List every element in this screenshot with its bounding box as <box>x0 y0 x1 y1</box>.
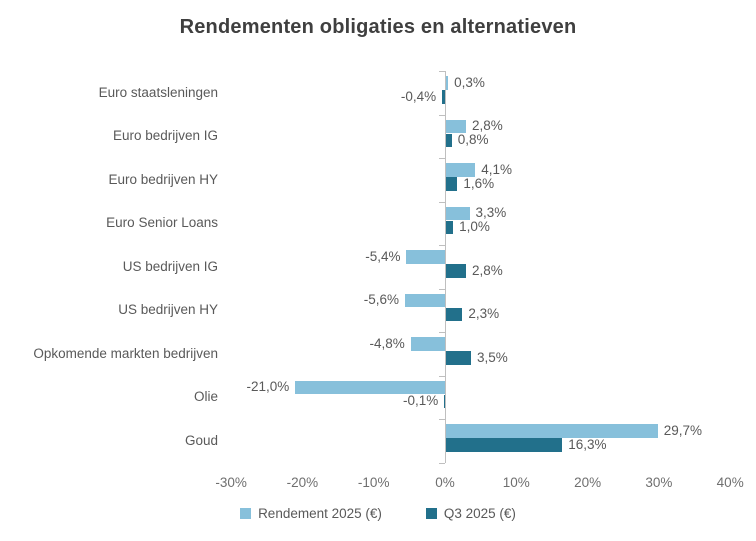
bar-rendement-2025 <box>446 424 658 438</box>
bar-rendement-2025 <box>446 76 449 90</box>
legend: Rendement 2025 (€) Q3 2025 (€) <box>0 506 756 521</box>
value-label: 2,3% <box>468 306 500 322</box>
y-axis-tick <box>439 375 445 377</box>
value-label: -0,4% <box>400 88 437 104</box>
y-axis-tick <box>439 201 445 203</box>
y-axis-tick <box>439 71 445 72</box>
bar-q3-2025 <box>446 133 452 147</box>
y-axis-tick <box>439 158 445 159</box>
y-axis-tick <box>439 419 445 420</box>
value-label: -5,4% <box>365 248 401 264</box>
legend-swatch-rendement-2025 <box>240 508 252 519</box>
bar-rendement-2025 <box>446 206 470 220</box>
category-label: Opkomende markten bedrijven <box>33 345 218 361</box>
bar-rendement-2025 <box>410 337 445 351</box>
value-label: -21,0% <box>246 379 290 395</box>
x-axis-tick-label: 40% <box>716 474 744 490</box>
bar-q3-2025 <box>446 351 471 365</box>
bar-q3-2025 <box>446 177 458 191</box>
bar-rendement-2025 <box>446 119 466 133</box>
bar-q3-2025 <box>446 307 463 321</box>
category-label: Goud <box>184 432 218 448</box>
y-axis-tick <box>439 114 445 116</box>
category-label: US bedrijven HY <box>118 302 218 318</box>
bar-q3-2025 <box>444 394 445 408</box>
chart-title: Rendementen obligaties en alternatieven <box>179 16 577 38</box>
legend-swatch-q3-2025 <box>425 508 437 519</box>
value-label: 1,0% <box>459 219 490 235</box>
value-label: 0,3% <box>454 74 485 90</box>
x-axis-tick-label: -20% <box>286 474 319 490</box>
x-axis-tick-label: 10% <box>502 474 530 490</box>
x-axis-tick-label: 0% <box>435 474 455 490</box>
x-axis-tick-label: -10% <box>357 474 390 490</box>
value-label: 3,3% <box>475 205 507 221</box>
category-label: Euro bedrijven IG <box>112 128 218 144</box>
x-axis-tick-label: 20% <box>574 474 602 490</box>
y-axis-tick <box>439 332 445 333</box>
value-label: 2,8% <box>471 118 503 134</box>
category-label: Euro Senior Loans <box>106 215 218 231</box>
bar-rendement-2025 <box>406 250 445 264</box>
value-label: 2,8% <box>471 262 503 278</box>
value-label: 29,7% <box>663 422 703 438</box>
bar-rendement-2025 <box>446 163 476 177</box>
legend-item-rendement-2025: Rendement 2025 (€) <box>240 506 382 521</box>
legend-label: Rendement 2025 (€) <box>258 506 382 521</box>
value-label: 4,1% <box>481 161 512 177</box>
bar-q3-2025 <box>446 220 454 234</box>
bar-q3-2025 <box>446 438 563 452</box>
x-axis-tick-label: -30% <box>215 474 247 490</box>
category-label: Euro staatsleningen <box>98 84 218 100</box>
y-axis-tick <box>439 245 445 246</box>
value-label: -0,1% <box>403 393 439 409</box>
y-axis-tick <box>439 462 445 464</box>
y-axis-line <box>445 71 446 463</box>
x-axis-tick-label: 30% <box>645 474 673 490</box>
category-label: US bedrijven IG <box>122 258 218 274</box>
y-axis-tick <box>439 288 445 290</box>
value-label: 0,8% <box>457 132 489 148</box>
category-label: Olie <box>193 389 218 405</box>
value-label: -4,8% <box>369 335 405 351</box>
value-label: 16,3% <box>568 436 607 452</box>
value-label: 1,6% <box>463 175 495 191</box>
value-label: 3,5% <box>476 349 508 365</box>
legend-label: Q3 2025 (€) <box>443 506 516 521</box>
bar-q3-2025 <box>442 90 445 104</box>
legend-item-q3-2025: Q3 2025 (€) <box>425 506 516 521</box>
category-label: Euro bedrijven HY <box>108 171 218 187</box>
value-label: -5,6% <box>363 292 400 308</box>
bar-rendement-2025 <box>405 293 445 307</box>
bar-q3-2025 <box>446 264 466 278</box>
bar-rendement-2025 <box>295 380 445 394</box>
